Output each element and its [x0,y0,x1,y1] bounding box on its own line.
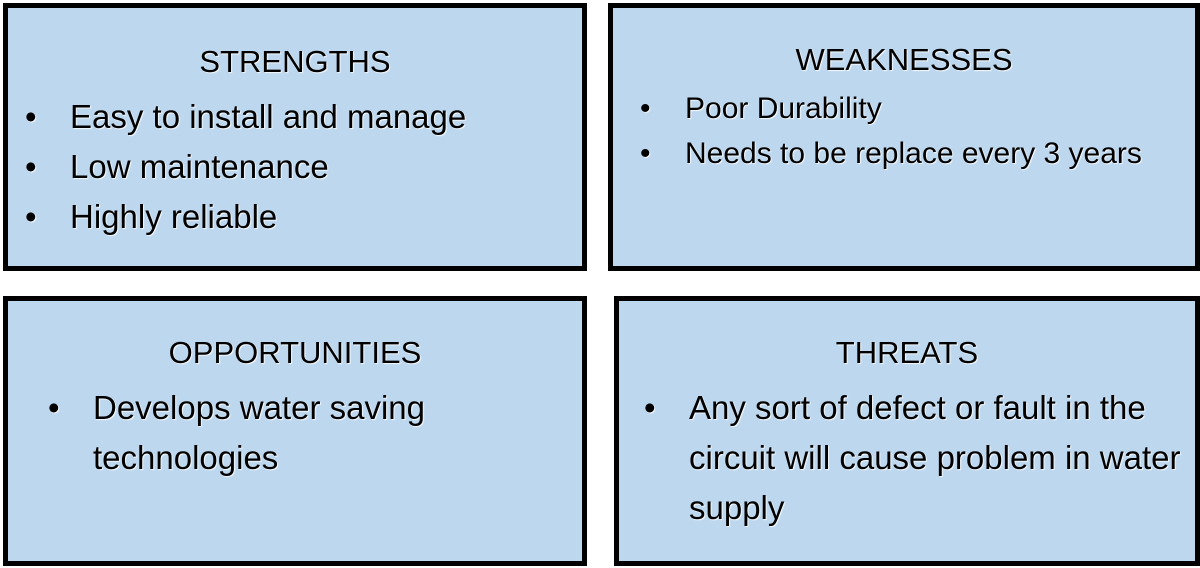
weaknesses-title: WEAKNESSES [795,42,1013,77]
weaknesses-box: WEAKNESSES • Poor Durability • Needs to be… [608,3,1200,271]
list-item: • Highly reliable [25,192,580,242]
opportunities-list: • Develops water saving technologies [48,383,573,483]
threats-box: THREATS • Any sort of defect or fault in … [614,296,1200,566]
bullet-icon: • [644,389,656,426]
weaknesses-list: • Poor Durability • Needs to be replace ev… [640,86,1185,176]
bullet-icon: • [640,137,651,170]
opportunity-item-text: Develops water saving technologies [93,389,425,476]
strengths-list: • Easy to install and manage • Low mainten… [25,92,580,242]
bullet-icon: • [25,98,37,135]
opportunities-box: OPPORTUNITIES • Develops water saving tec… [3,296,587,566]
list-item: • Any sort of defect or fault in the circ… [644,383,1189,533]
list-item: • Develops water saving technologies [48,383,573,483]
bullet-icon: • [640,92,651,125]
bullet-icon: • [25,198,37,235]
strengths-title: STRENGTHS [199,44,391,79]
strengths-box: STRENGTHS • Easy to install and manage • L… [3,3,587,271]
threats-list: • Any sort of defect or fault in the circ… [644,383,1189,533]
bullet-icon: • [48,389,60,426]
strength-item-text: Easy to install and manage [70,98,467,135]
weakness-item-text: Needs to be replace every 3 years [685,137,1142,170]
threats-title: THREATS [835,335,979,370]
bullet-icon: • [25,148,37,185]
list-item: • Needs to be replace every 3 years [640,131,1185,176]
list-item: • Low maintenance [25,142,580,192]
strength-item-text: Low maintenance [70,148,329,185]
strength-item-text: Highly reliable [70,198,278,235]
list-item: • Poor Durability [640,86,1185,131]
list-item: • Easy to install and manage [25,92,580,142]
threat-item-text: Any sort of defect or fault in the circu… [689,389,1181,526]
opportunities-title: OPPORTUNITIES [168,335,422,370]
weakness-item-text: Poor Durability [685,92,882,125]
